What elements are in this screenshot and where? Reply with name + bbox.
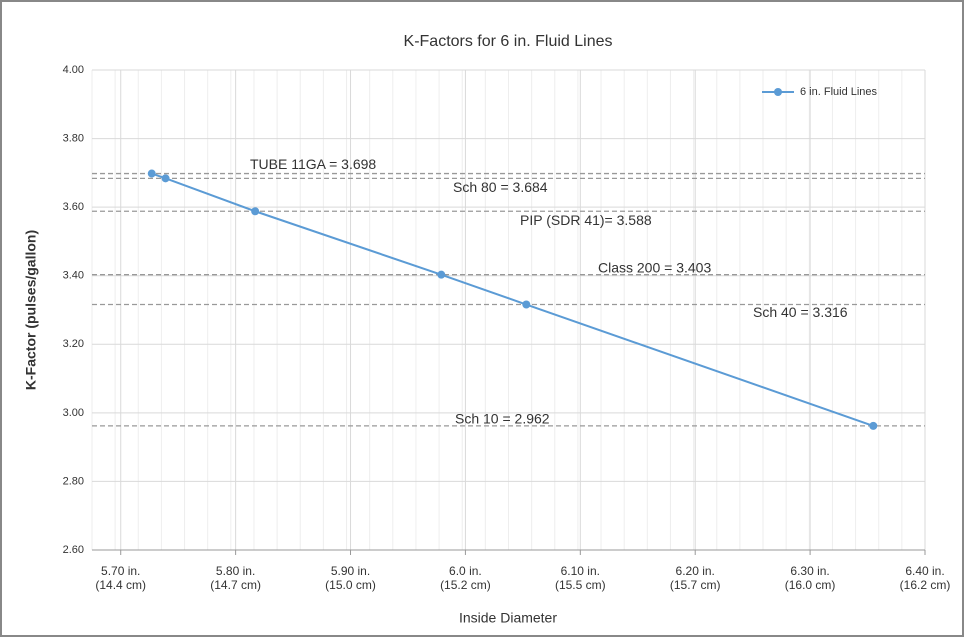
chart-title: K-Factors for 6 in. Fluid Lines [404,33,613,50]
reference-label: PIP (SDR 41)= 3.588 [520,212,652,228]
y-tick-label: 3.20 [63,338,84,350]
point [251,207,260,216]
y-tick-label: 2.80 [63,475,84,487]
legend-marker [774,88,782,96]
y-tick-label: 3.80 [63,132,84,144]
reference-label: Sch 80 = 3.684 [453,179,548,195]
x-tick-label: 6.30 in. (16.0 cm) [784,564,836,592]
x-tick-label: 5.70 in. (14.4 cm) [95,564,147,592]
x-tick-label: 6.20 in. (15.7 cm) [669,564,721,592]
y-tick-label: 3.00 [63,407,84,419]
point [522,300,531,309]
reference-label: TUBE 11GA = 3.698 [250,156,376,172]
point [437,270,446,279]
reference-label: Sch 10 = 2.962 [455,411,550,427]
x-tick-label: 6.10 in. (15.5 cm) [554,564,606,592]
point [869,421,878,430]
point [147,169,156,178]
reference-label: Sch 40 = 3.316 [753,304,848,320]
y-tick-label: 3.60 [63,201,84,213]
legend-label: 6 in. Fluid Lines [800,86,878,98]
x-tick-label: 5.90 in. (15.0 cm) [325,564,376,592]
y-tick-label: 2.60 [63,544,84,556]
point [161,174,170,183]
x-tick-label: 6.0 in. (15.2 cm) [440,564,491,592]
y-tick-label: 3.40 [63,270,84,282]
x-axis-label: Inside Diameter [459,610,557,626]
reference-label: Class 200 = 3.403 [598,259,711,275]
y-axis-label: K-Factor (pulses/gallon) [23,230,39,390]
y-tick-label: 4.00 [63,64,84,76]
x-tick-label: 6.40 in. (16.2 cm) [899,564,951,592]
x-tick-label: 5.80 in. (14.7 cm) [210,564,261,592]
